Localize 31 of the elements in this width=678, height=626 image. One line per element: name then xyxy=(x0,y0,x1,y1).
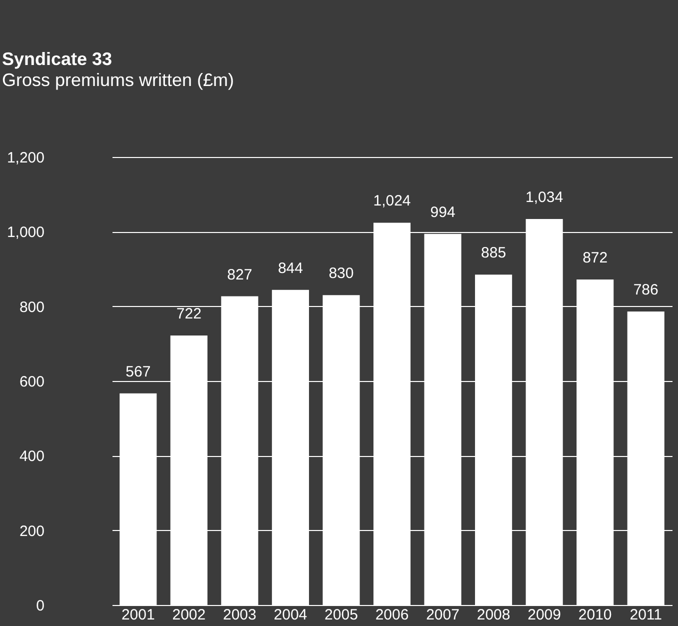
y-tick-label: 1,200 xyxy=(6,150,44,166)
x-tick-label: 2006 xyxy=(375,606,409,624)
y-tick-label: 400 xyxy=(19,448,44,466)
y-tick-label: 0 xyxy=(36,598,44,614)
data-label: 567 xyxy=(126,363,151,380)
data-label: 1,024 xyxy=(373,192,411,210)
data-label: 722 xyxy=(176,305,202,322)
data-label: 827 xyxy=(227,266,252,284)
data-label: 885 xyxy=(481,244,506,262)
data-label: 830 xyxy=(328,265,354,282)
chart-subtitle: Gross premiums written (£m) xyxy=(2,70,234,90)
y-tick-label: 800 xyxy=(19,298,44,316)
data-label: 1,034 xyxy=(526,188,564,206)
x-tick-label: 2002 xyxy=(172,606,206,624)
data-label: 994 xyxy=(430,204,456,221)
y-tick-label: 200 xyxy=(19,522,44,540)
x-tick-label: 2003 xyxy=(223,606,256,624)
y-tick-label: 600 xyxy=(19,374,44,390)
data-label: 844 xyxy=(278,260,303,277)
data-label: 786 xyxy=(633,282,658,299)
x-tick-label: 2001 xyxy=(121,606,155,624)
x-tick-label: 2005 xyxy=(324,606,358,624)
x-tick-label: 2011 xyxy=(630,606,662,624)
y-tick-label: 1,000 xyxy=(6,224,44,242)
x-tick-label: 2004 xyxy=(274,606,308,624)
x-tick-label: 2008 xyxy=(476,606,510,624)
x-tick-label: 2009 xyxy=(528,606,561,624)
x-tick-label: 2007 xyxy=(426,606,460,624)
chart-title: Syndicate 33 xyxy=(2,49,112,69)
x-tick-label: 2010 xyxy=(578,606,612,624)
data-label: 872 xyxy=(582,249,608,266)
